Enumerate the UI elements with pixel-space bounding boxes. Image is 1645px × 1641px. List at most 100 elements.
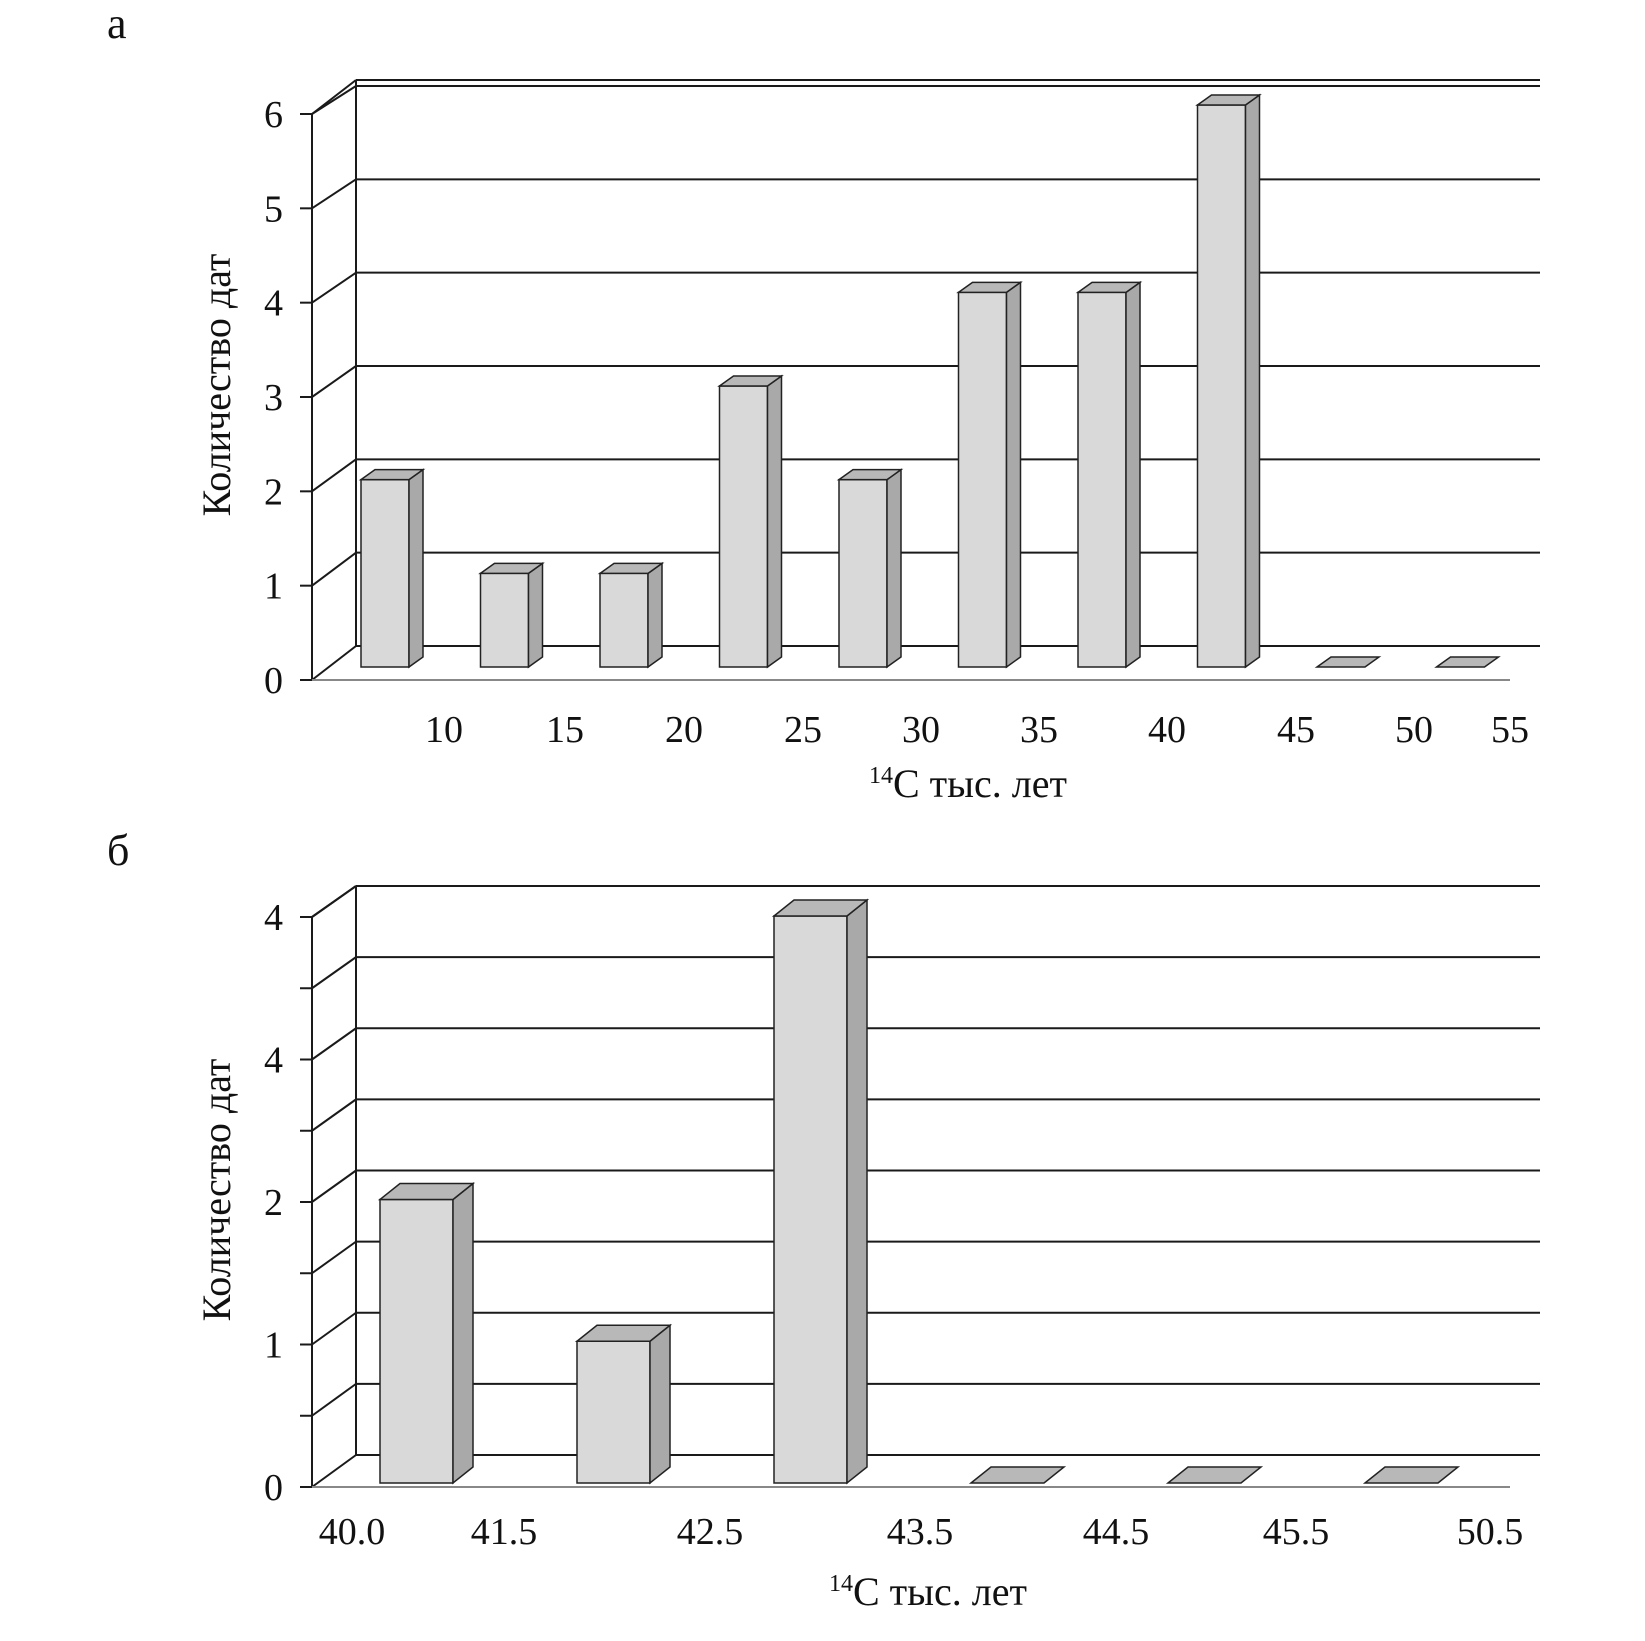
panel-a-ytick-label: 0 (264, 660, 283, 702)
panel-a-side-gridline (311, 645, 357, 681)
panel-b-side-gridline (311, 1027, 357, 1061)
panel-a-side-gridline (311, 551, 357, 587)
panel-a-bar-top (358, 468, 426, 481)
panel-b-xtick-label: 45.5 (1263, 1511, 1330, 1553)
panel-b-xtick-label: 50.5 (1457, 1511, 1524, 1553)
panel-a-xtick-label: 20 (665, 709, 703, 751)
panel-b-xtick-label: 43.5 (887, 1511, 954, 1553)
panel-b-side-gridline (311, 956, 357, 990)
panel-b-xtick-label: 44.5 (1083, 1511, 1150, 1553)
panel-b-bar-top (1165, 1466, 1264, 1484)
panel-a-ytick-label: 5 (264, 188, 283, 230)
panel-b-label: б (107, 826, 129, 875)
panel-b-ytick-label: 4 (264, 897, 283, 939)
panel-b-bar-front (576, 1340, 651, 1484)
panel-b-xtick-label: 40.0 (319, 1511, 386, 1553)
panel-a-side-gridline (311, 458, 357, 493)
panel-a-bar-side (527, 561, 544, 669)
panel-a-bar-front (599, 572, 649, 668)
panel-b-bar-top (1362, 1466, 1461, 1484)
panel-a-bar-front (1077, 291, 1127, 668)
panel-a-bar-side (766, 374, 783, 669)
panel-a-side-gridline (311, 271, 357, 304)
panel-b-bars (377, 898, 1461, 1485)
panel-b-side-gridline (311, 1311, 357, 1346)
panel-b-ytick-label: 2 (264, 1182, 283, 1224)
panel-a-ylabel: Количество дат (194, 254, 239, 517)
panel-a-bar-side (1005, 280, 1022, 669)
panel-b-ytick-label: 4 (264, 1040, 283, 1082)
panel-b: б 0 1 2 4 4 40.0 41.5 42.5 43.5 44.5 45.5 50.5 Кол… (107, 826, 1540, 1614)
panel-b-xlabel-text: C тыс. лет (853, 1569, 1027, 1614)
panel-a-label: а (107, 0, 127, 48)
panel-b-xlabel-sup: 14 (829, 1571, 853, 1597)
panel-b-yticks: 0 1 2 4 4 (264, 897, 283, 1509)
panel-b-grid (300, 885, 1540, 1488)
panel-a-side-top (311, 79, 357, 115)
panel-a-bar-front (360, 478, 410, 668)
panel-a-bar-top (1314, 656, 1382, 668)
panel-b-ylabel: Количество дат (194, 1059, 239, 1322)
panel-a-ytick-label: 1 (264, 566, 283, 608)
panel-b-ytick-label: 0 (264, 1467, 283, 1509)
panel-a-bar-side (408, 468, 424, 669)
panel-a-bar-front (479, 572, 530, 668)
panel-a-xlabel: 14C тыс. лет (869, 761, 1067, 806)
panel-a-ytick-label: 4 (264, 283, 283, 325)
panel-a-ytick-label: 3 (264, 377, 283, 419)
panel-b-bar-side (649, 1323, 671, 1485)
panel-a-yticks: 0 1 2 3 4 5 6 (264, 94, 283, 702)
panel-b-side-gridline (311, 1454, 357, 1488)
panel-a-bar-side (886, 468, 902, 669)
panel-a-xtick-label: 35 (1020, 709, 1058, 751)
panel-b-side-top (311, 885, 357, 918)
panel-b-side-gridline (311, 1169, 357, 1203)
panel-b-bar-front (773, 915, 848, 1484)
panel-a-xtick-label: 15 (546, 709, 584, 751)
panel-a-ytick-label: 6 (264, 94, 283, 136)
panel-b-bar-top (574, 1324, 673, 1342)
panel-a-bar-top (478, 562, 545, 575)
panel-a-bar-front (957, 291, 1008, 668)
panel-b-xticks: 40.0 41.5 42.5 43.5 44.5 45.5 50.5 (319, 1511, 1524, 1553)
panel-a-bar-top (597, 562, 665, 575)
panel-b-xlabel: 14C тыс. лет (829, 1569, 1027, 1614)
panel-a-bar-front (718, 385, 769, 668)
panel-b-bar-side (452, 1181, 474, 1485)
panel-a-bar-top (717, 375, 784, 387)
panel-b-xtick-label: 41.5 (471, 1511, 538, 1553)
panel-b-bar-top (377, 1182, 476, 1201)
panel-a-xtick-label: 40 (1148, 709, 1186, 751)
panel-b-side-gridline (311, 1098, 357, 1132)
panel-a-ytick-label: 2 (264, 471, 283, 513)
panel-a-bar-side (1244, 93, 1261, 669)
panel-b-bar-top (771, 899, 870, 917)
panel-a-bar-top (1434, 656, 1501, 668)
panel-b-bar-top (968, 1466, 1067, 1484)
panel-a-bar-top (1075, 281, 1143, 294)
panel-b-xtick-label: 42.5 (677, 1511, 744, 1553)
panel-a-xtick-label: 25 (784, 709, 822, 751)
panel-a-xtick-label: 10 (425, 709, 463, 751)
panel-a-bar-front (1196, 104, 1247, 668)
panel-a-xticks: 10 15 20 25 30 35 40 45 50 55 (425, 709, 1529, 751)
panel-a-bar-side (647, 561, 663, 669)
panel-a-bar-side (1125, 280, 1141, 669)
panel-a-xtick-label: 50 (1395, 709, 1433, 751)
panel-a-bars (358, 93, 1501, 669)
panel-a-xtick-label: 55 (1491, 709, 1529, 751)
panel-b-side-gridline (311, 1240, 357, 1275)
panel-b-bar-front (379, 1198, 454, 1484)
panel-a-bar-top (1195, 94, 1262, 106)
panel-a-bar-top (836, 468, 904, 481)
panel-a-bar-front (838, 478, 888, 668)
panel-a-xlabel-sup: 14 (869, 763, 893, 789)
panel-b-side-gridline (311, 1383, 357, 1417)
panel-a-side-gridline (311, 365, 357, 398)
panel-a-xtick-label: 30 (902, 709, 940, 751)
panel-a-xtick-label: 45 (1277, 709, 1315, 751)
panel-a-grid (300, 79, 1540, 681)
panel-a-bar-top (956, 281, 1023, 294)
